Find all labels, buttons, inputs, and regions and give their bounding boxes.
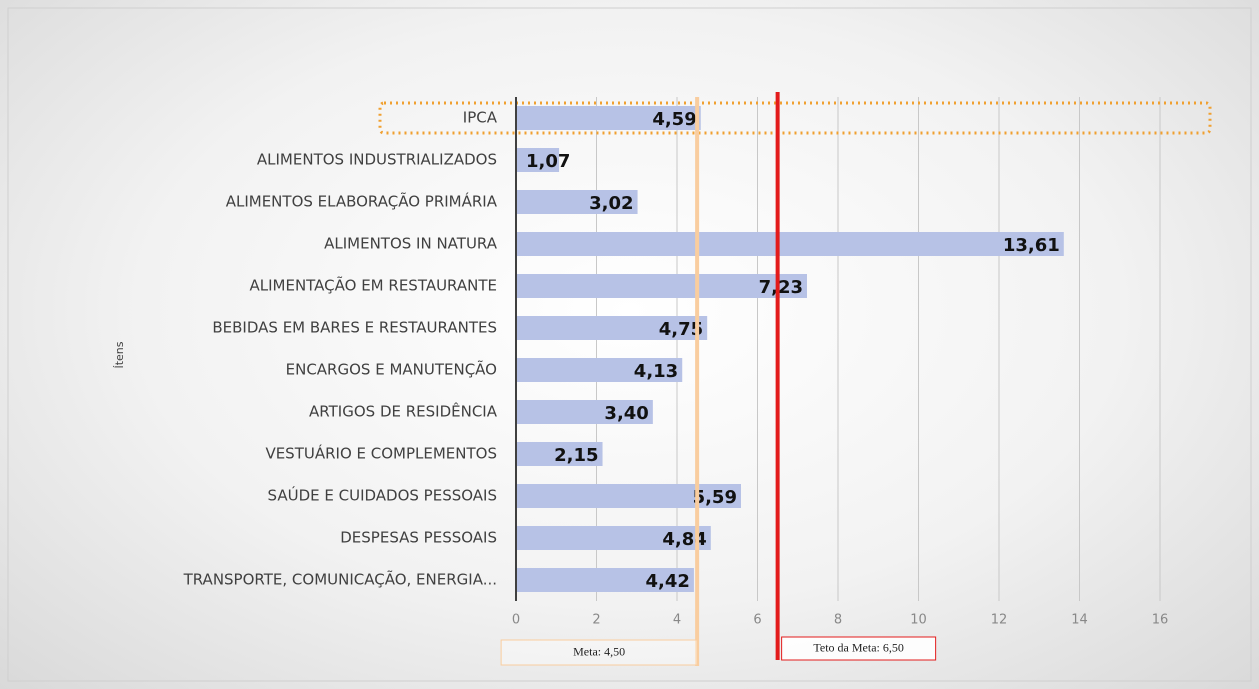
bar <box>516 232 1064 256</box>
data-label: 13,61 <box>1003 235 1060 256</box>
bar <box>516 274 808 298</box>
x-tick-label: 4 <box>673 613 681 628</box>
data-label: 4,13 <box>634 361 678 382</box>
category-label: DESPESAS PESSOAIS <box>340 529 497 547</box>
reference-label-box <box>500 639 698 666</box>
data-label: 5,59 <box>693 487 737 508</box>
category-label: ALIMENTAÇÃO EM RESTAURANTE <box>249 276 497 295</box>
bar <box>516 526 711 550</box>
data-label: 4,42 <box>645 571 689 592</box>
category-label: BEBIDAS EM BARES E RESTAURANTES <box>212 319 497 337</box>
x-tick-label: 10 <box>910 613 927 628</box>
reference-label: Teto da Meta: 6,50 <box>813 640 903 654</box>
data-label: 4,84 <box>662 529 706 550</box>
category-label: SAÚDE E CUIDADOS PESSOAIS <box>268 486 497 505</box>
category-label: ALIMENTOS ELABORAÇÃO PRIMÁRIA <box>226 192 498 211</box>
bar <box>516 568 694 592</box>
bar <box>516 484 741 508</box>
chart-border <box>7 7 1252 682</box>
x-tick-label: 14 <box>1071 613 1088 628</box>
x-tick-label: 8 <box>834 613 842 628</box>
data-label: 4,75 <box>659 319 703 340</box>
data-label: 1,07 <box>526 151 570 172</box>
bar <box>516 148 560 172</box>
category-label: ARTIGOS DE RESIDÊNCIA <box>309 402 498 421</box>
data-label: 3,02 <box>589 193 633 214</box>
category-label: VESTUÁRIO E COMPLEMENTOS <box>265 444 497 463</box>
data-label: 7,23 <box>759 277 803 298</box>
data-label: 4,59 <box>652 109 696 130</box>
category-label: ENCARGOS E MANUTENÇÃO <box>286 360 497 379</box>
bar <box>516 316 708 340</box>
category-label: TRANSPORTE, COMUNICAÇÃO, ENERGIA... <box>183 570 497 589</box>
category-label: IPCA <box>463 109 498 127</box>
reference-label: Meta: 4,50 <box>573 644 625 658</box>
bar <box>516 190 638 214</box>
category-label: ALIMENTOS IN NATURA <box>324 235 498 253</box>
x-tick-label: 2 <box>592 613 600 628</box>
bar <box>516 400 653 424</box>
reference-label-box <box>781 636 937 661</box>
bar <box>516 106 701 130</box>
x-tick-label: 6 <box>753 613 761 628</box>
category-label: ALIMENTOS INDUSTRIALIZADOS <box>257 151 497 169</box>
y-axis-label: Ítens <box>113 341 126 368</box>
x-tick-label: 12 <box>991 613 1008 628</box>
data-label: 2,15 <box>554 445 598 466</box>
data-label: 3,40 <box>604 403 648 424</box>
x-tick-label: 0 <box>512 613 520 628</box>
bar <box>516 442 603 466</box>
x-tick-label: 16 <box>1152 613 1169 628</box>
highlight-box <box>378 101 1212 135</box>
bar <box>516 358 683 382</box>
